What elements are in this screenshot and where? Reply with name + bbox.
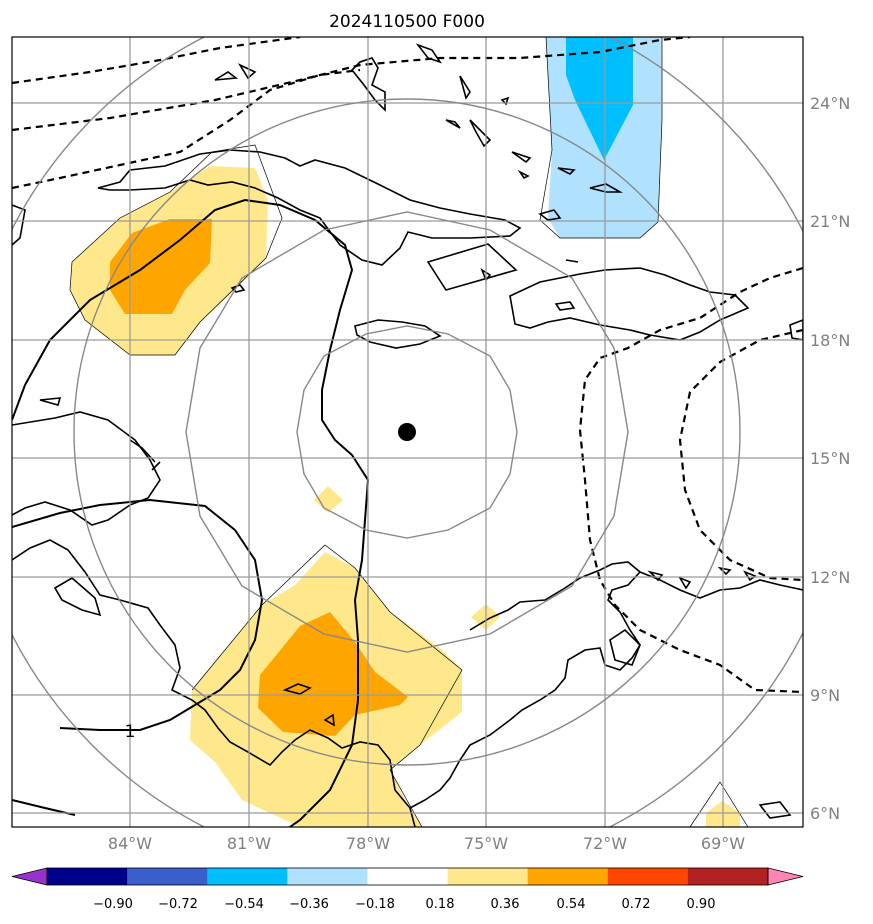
bahamas-2	[415, 43, 442, 64]
colorbar-tick-label: −0.72	[158, 897, 198, 912]
lon-tick-label: 72°W	[583, 834, 627, 853]
shade-positive-gulf-dark	[110, 219, 212, 314]
colorbar-swatch	[207, 868, 288, 885]
colorbar-extend-low	[11, 867, 48, 886]
lat-tick-label: 9°N	[810, 686, 840, 705]
contour-dashed-1	[12, 37, 301, 85]
shading-outlines	[69, 37, 749, 827]
colorbar-tick-label: −0.90	[93, 897, 133, 912]
range-ring-3	[73, 98, 741, 766]
bahamas-5	[511, 151, 532, 164]
colorbar-swatches	[11, 867, 804, 886]
lat-tick-label: 18°N	[810, 331, 850, 350]
contour-label: 1	[125, 722, 136, 742]
coastlines	[12, 43, 803, 827]
florida-north	[214, 63, 257, 81]
colorbar-swatch	[367, 868, 449, 885]
yucatan-coast	[12, 411, 161, 526]
colorbar-extend-high	[767, 867, 804, 886]
florida-keys	[12, 204, 26, 246]
range-ring-1	[296, 325, 518, 539]
gonave-island	[554, 301, 576, 311]
lon-tick-label: 75°W	[464, 834, 508, 853]
lat-tick-label: 12°N	[810, 568, 850, 587]
lat-tick-label: 6°N	[810, 804, 840, 823]
contour-dashed-4	[578, 266, 803, 694]
storm-center-marker	[398, 423, 416, 441]
shade-negative-dark	[566, 37, 633, 160]
lon-tick-labels: 84°W 81°W 78°W 75°W 72°W 69°W	[108, 834, 745, 853]
range-rings	[12, 37, 803, 827]
contour-dashed-2	[12, 37, 691, 132]
bahamas-10	[500, 96, 510, 106]
bahamas-1	[350, 57, 386, 112]
yucatan-inner	[39, 397, 62, 406]
colorbar-swatch	[47, 868, 128, 885]
lat-tick-label: 15°N	[810, 449, 850, 468]
venezuela-coast	[639, 571, 803, 599]
bahamas-4	[469, 119, 492, 148]
colorbar-swatch	[287, 868, 368, 885]
colorbar-tick-label: −0.54	[224, 897, 264, 912]
contour-dashed-5	[678, 328, 803, 582]
bahamas-3	[445, 119, 461, 129]
colorbar-tick-label: 0.90	[687, 897, 716, 912]
lon-tick-label: 81°W	[227, 834, 271, 853]
bahamas-7	[589, 183, 624, 193]
shade-positive-small-1	[314, 486, 343, 513]
shade-positive-south-dark	[258, 612, 408, 736]
colorbar-frame	[46, 867, 769, 886]
bahamas-6	[557, 167, 576, 175]
bahamas-11	[517, 169, 530, 180]
graticule	[12, 37, 803, 827]
lat-tick-label: 21°N	[810, 212, 850, 231]
lake-maracaibo	[609, 628, 641, 666]
contours	[12, 37, 803, 827]
contour-dashed-3	[12, 68, 361, 190]
colorbar-swatch	[127, 868, 208, 885]
map-panel: 1	[11, 36, 804, 828]
belize-lagoon	[53, 577, 102, 617]
colorbar-tick-label: 0.54	[557, 897, 586, 912]
colorbar-tick-labels: −0.90 −0.72 −0.54 −0.36 −0.18 0.18 0.36 …	[93, 897, 715, 912]
colorbar-tick-label: 0.36	[491, 897, 520, 912]
colorbar-swatch	[527, 868, 609, 885]
figure-title: 2024110500 F000	[329, 12, 485, 32]
range-ring-2	[185, 211, 629, 653]
map-frame	[11, 36, 804, 828]
contour-solid-2	[12, 498, 264, 731]
bahamas-8	[538, 209, 562, 221]
colorbar: −0.90 −0.72 −0.54 −0.36 −0.18 0.18 0.36 …	[11, 867, 804, 912]
lon-tick-label: 84°W	[108, 834, 152, 853]
panama-coast	[282, 683, 335, 727]
lon-tick-label: 78°W	[346, 834, 390, 853]
honduras-coast	[129, 439, 161, 471]
colorbar-swatch	[447, 868, 529, 885]
cayman-box	[426, 243, 518, 291]
lon-tick-label: 69°W	[701, 834, 745, 853]
central-america-coast	[12, 539, 416, 827]
lat-tick-label: 24°N	[810, 94, 850, 113]
cuba-coast	[97, 149, 522, 266]
trinidad	[758, 801, 792, 819]
bahamas-9	[565, 259, 579, 263]
contour-solid-1	[12, 198, 370, 827]
colorbar-tick-label: −0.18	[355, 897, 395, 912]
lat-tick-labels: 24°N 21°N 18°N 15°N 12°N 9°N 6°N	[810, 94, 850, 823]
bahamas-12	[459, 75, 471, 100]
anomaly-shading	[70, 37, 740, 827]
colorbar-swatch	[607, 868, 689, 885]
colorbar-tick-label: 0.72	[622, 897, 651, 912]
colorbar-swatch	[687, 868, 769, 885]
colorbar-tick-label: −0.36	[289, 897, 329, 912]
hispaniola-coast	[509, 267, 750, 341]
colorbar-tick-label: 0.18	[426, 897, 455, 912]
